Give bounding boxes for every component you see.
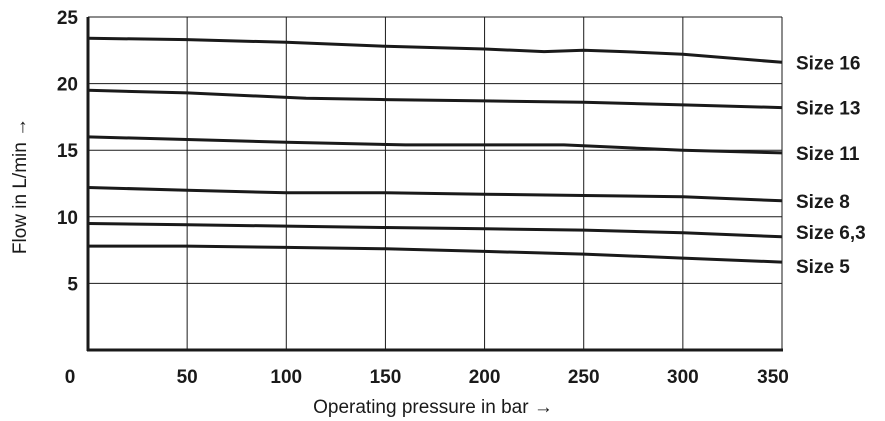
series-label-size-5: Size 5 xyxy=(796,257,850,278)
series-lines xyxy=(87,36,783,264)
y-tick-label-20: 20 xyxy=(57,75,78,96)
series-label-size-8: Size 8 xyxy=(796,192,850,213)
x-axis-title: Operating pressure in bar → xyxy=(313,397,553,418)
x-tick-label-350: 350 xyxy=(757,367,789,388)
y-tick-label-5: 5 xyxy=(67,274,78,295)
x-tick-label-250: 250 xyxy=(568,367,600,388)
x-tick-label-300: 300 xyxy=(667,367,699,388)
grid xyxy=(88,17,782,350)
series-label-size-16: Size 16 xyxy=(796,53,860,74)
series-label-size-11: Size 11 xyxy=(796,144,860,165)
series-label-size-6-3: Size 6,3 xyxy=(796,223,866,244)
tick-labels: 0 50 100 150 200 250 300 350 5 10 15 20 25 xyxy=(57,8,789,388)
x-tick-label-0: 0 xyxy=(65,367,76,388)
series-line-size-13 xyxy=(87,88,783,110)
series-line-size-8 xyxy=(87,186,783,203)
series-line-size-5 xyxy=(88,244,783,264)
y-tick-label-25: 25 xyxy=(57,8,79,29)
x-tick-label-50: 50 xyxy=(177,367,198,388)
x-tick-label-150: 150 xyxy=(370,367,402,388)
series-label-size-13: Size 13 xyxy=(796,99,860,120)
plot-frame xyxy=(86,16,783,352)
x-tick-label-100: 100 xyxy=(270,367,302,388)
series-line-size-6-3 xyxy=(87,222,783,239)
series-line-size-11 xyxy=(87,135,783,155)
y-tick-label-10: 10 xyxy=(57,208,78,229)
series-labels: Size 16 Size 13 Size 11 Size 8 Size 6,3 Size … xyxy=(796,53,866,278)
x-tick-label-200: 200 xyxy=(469,367,501,388)
y-tick-label-15: 15 xyxy=(57,141,79,162)
series-line-size-16 xyxy=(87,36,783,64)
y-axis-title: Flow in L/min → xyxy=(10,118,31,254)
